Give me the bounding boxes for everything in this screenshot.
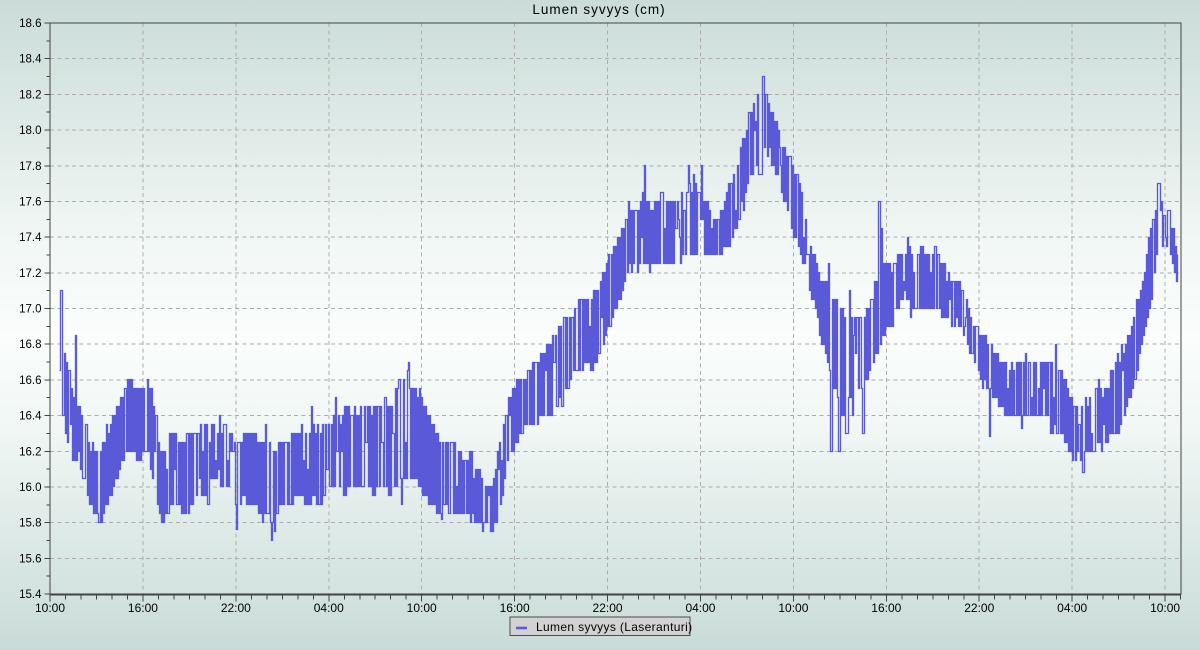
svg-text:16.4: 16.4	[19, 411, 42, 423]
svg-text:17.6: 17.6	[19, 196, 41, 208]
svg-text:Lumen syvyys (cm): Lumen syvyys (cm)	[532, 2, 665, 17]
svg-text:17.4: 17.4	[19, 232, 42, 244]
svg-text:16.0: 16.0	[19, 482, 41, 494]
svg-text:17.2: 17.2	[19, 268, 41, 280]
svg-text:04:00: 04:00	[1057, 601, 1087, 615]
svg-text:10:00: 10:00	[1150, 601, 1180, 615]
svg-text:Lumen syvyys (Laseranturi): Lumen syvyys (Laseranturi)	[536, 620, 693, 634]
svg-text:15.6: 15.6	[19, 553, 41, 565]
svg-text:22:00: 22:00	[964, 601, 994, 615]
svg-text:16.6: 16.6	[19, 375, 41, 387]
svg-text:15.8: 15.8	[19, 518, 41, 530]
svg-text:18.4: 18.4	[19, 54, 42, 66]
svg-text:18.2: 18.2	[19, 89, 41, 101]
svg-text:10:00: 10:00	[407, 601, 437, 615]
svg-text:16.8: 16.8	[19, 339, 41, 351]
svg-text:18.6: 18.6	[19, 18, 41, 30]
svg-text:15.4: 15.4	[19, 589, 42, 601]
svg-text:04:00: 04:00	[314, 601, 344, 615]
svg-text:18.0: 18.0	[19, 125, 41, 137]
svg-text:10:00: 10:00	[35, 601, 65, 615]
svg-text:16.2: 16.2	[19, 446, 41, 458]
svg-text:04:00: 04:00	[685, 601, 715, 615]
svg-text:16:00: 16:00	[128, 601, 158, 615]
svg-text:16:00: 16:00	[500, 601, 530, 615]
svg-text:17.8: 17.8	[19, 161, 41, 173]
svg-text:17.0: 17.0	[19, 304, 41, 316]
svg-text:10:00: 10:00	[778, 601, 808, 615]
svg-text:22:00: 22:00	[221, 601, 251, 615]
svg-text:22:00: 22:00	[593, 601, 623, 615]
svg-text:16:00: 16:00	[871, 601, 901, 615]
